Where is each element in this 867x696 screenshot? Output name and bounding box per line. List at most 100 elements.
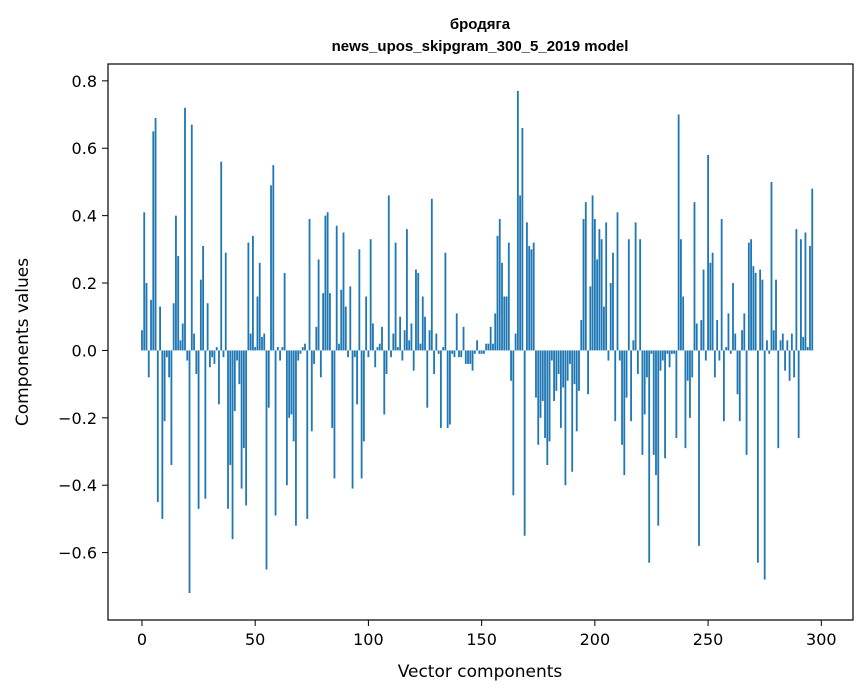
bar (295, 350, 297, 526)
bar (458, 350, 460, 358)
bar (811, 188, 814, 351)
bar (367, 350, 370, 358)
y-tick-label: −0.2 (58, 409, 97, 428)
bar (575, 350, 578, 432)
bar (211, 350, 214, 358)
bar (190, 124, 193, 351)
bar (283, 272, 286, 351)
bar (734, 333, 737, 351)
bar (532, 242, 535, 351)
bar (512, 350, 515, 496)
bar (172, 303, 175, 351)
bar (709, 262, 712, 351)
bar (381, 326, 383, 351)
bar (652, 350, 655, 455)
bar (657, 350, 660, 526)
bar (249, 333, 252, 351)
bar (605, 222, 608, 351)
bar (351, 350, 354, 489)
bar (442, 347, 445, 351)
bar (424, 316, 426, 351)
bar (673, 350, 676, 354)
bar (564, 350, 567, 486)
bar (374, 350, 377, 368)
bar (342, 232, 345, 351)
bar (537, 350, 540, 445)
bar (462, 326, 465, 351)
bar (743, 313, 746, 351)
bar (179, 340, 182, 351)
bar (643, 350, 646, 415)
bar (247, 242, 250, 351)
bar (376, 347, 379, 351)
bar (460, 350, 463, 358)
bar (455, 313, 458, 351)
bar (770, 181, 773, 351)
y-tick-label: 0.8 (72, 72, 97, 91)
bar (487, 343, 490, 351)
bar (181, 323, 184, 351)
bar (582, 219, 585, 351)
bar (772, 330, 775, 351)
bar (501, 262, 503, 351)
bar (530, 249, 533, 351)
bar (353, 350, 356, 358)
bar (736, 350, 739, 395)
bar (707, 154, 709, 351)
bar (723, 350, 725, 422)
bar (254, 347, 257, 351)
bar (750, 239, 752, 351)
bar (308, 219, 311, 351)
bar (659, 350, 662, 371)
bar (383, 350, 386, 415)
bar (800, 239, 802, 351)
chart-title: бродяга (450, 16, 511, 33)
bar (793, 350, 796, 378)
bar (233, 350, 236, 412)
bar (702, 269, 705, 351)
bar (279, 350, 281, 361)
bar (202, 245, 205, 351)
x-tick-label: 50 (245, 630, 265, 649)
bar (206, 303, 209, 351)
bar (632, 340, 635, 351)
bar (766, 340, 768, 351)
bar (396, 347, 399, 351)
bar (566, 350, 569, 381)
bar (729, 350, 732, 354)
bar (261, 336, 263, 351)
bar (428, 330, 431, 351)
bar (426, 350, 429, 408)
bar (444, 252, 447, 351)
bar (505, 296, 508, 351)
bar (596, 259, 599, 351)
bar (779, 340, 782, 351)
bar (544, 350, 546, 439)
plot-frame (107, 63, 854, 621)
bar (600, 239, 603, 351)
bar (365, 296, 368, 351)
bar (689, 350, 691, 418)
bar (322, 293, 325, 351)
bar (587, 350, 589, 395)
bar (265, 350, 268, 570)
bar (143, 212, 146, 351)
bar (451, 350, 454, 354)
y-tick-label: −0.4 (58, 476, 97, 495)
bar (199, 279, 202, 351)
bar (528, 245, 531, 351)
bar (535, 350, 537, 398)
bar (693, 202, 696, 351)
bar (326, 212, 329, 351)
bar (648, 350, 651, 563)
bar (618, 350, 621, 361)
bar (677, 114, 680, 351)
bar (616, 212, 619, 351)
bar (340, 289, 343, 351)
bar (476, 340, 479, 351)
bar (408, 340, 411, 351)
bar (197, 350, 200, 509)
bar (650, 350, 653, 354)
bar (713, 350, 716, 378)
bar (756, 350, 759, 563)
